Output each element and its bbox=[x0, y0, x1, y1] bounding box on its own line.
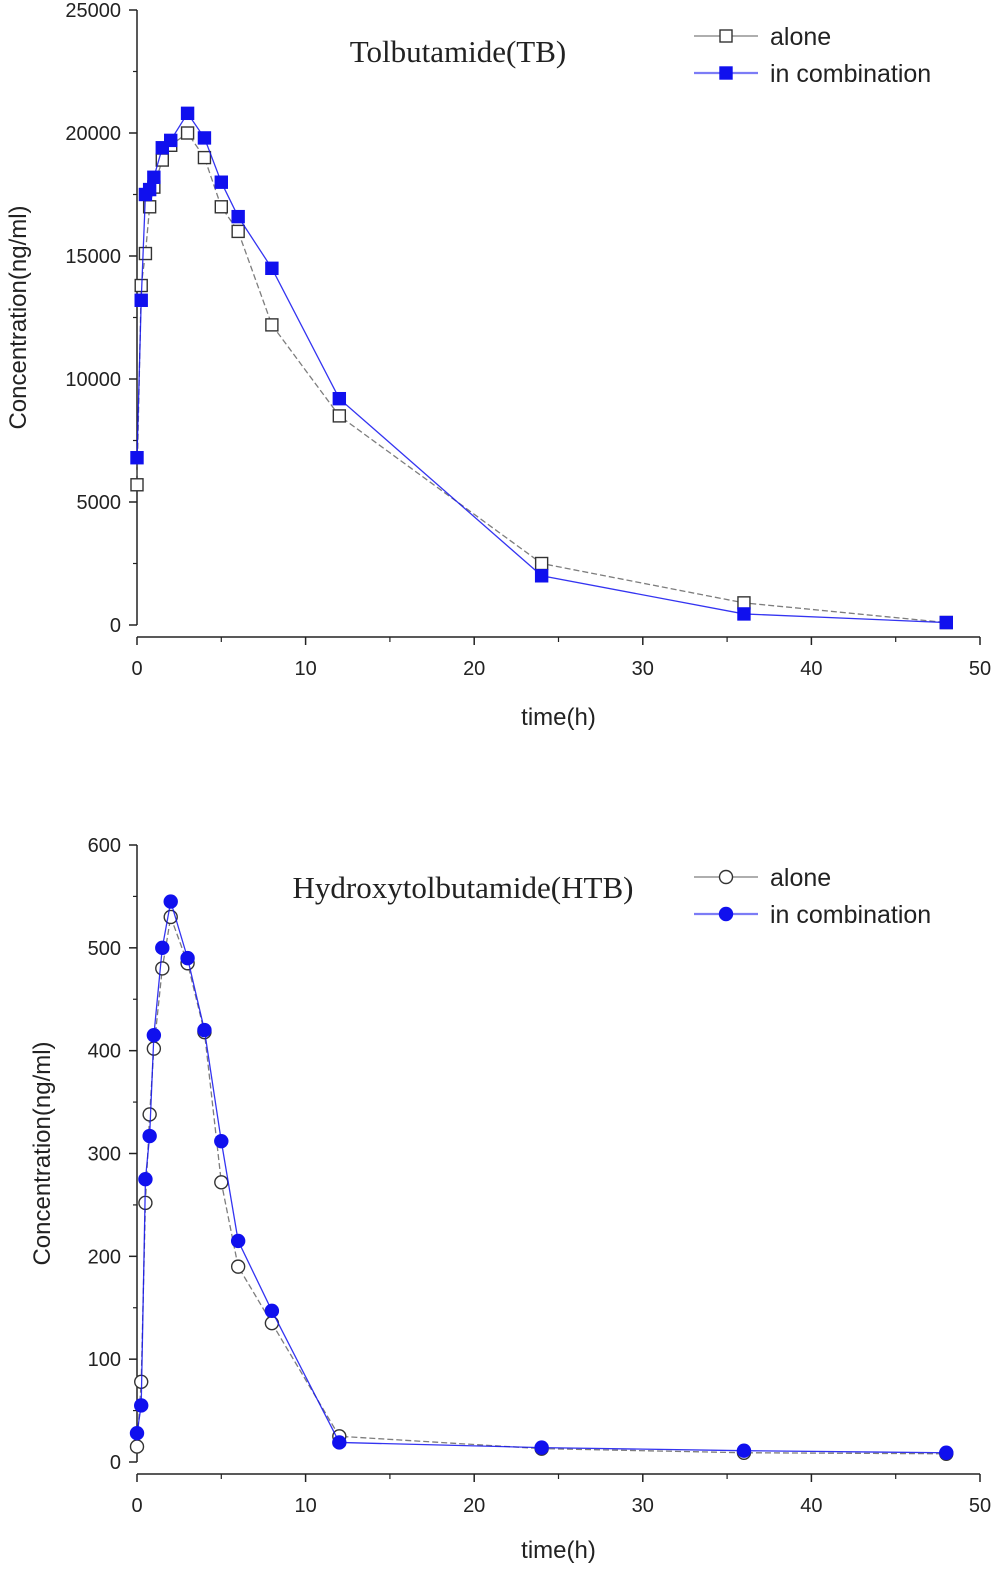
data-point bbox=[265, 318, 279, 332]
series-in-combination bbox=[129, 894, 954, 1460]
data-point bbox=[332, 409, 347, 423]
data-point bbox=[147, 170, 161, 184]
y-tick-label: 100 bbox=[88, 1349, 121, 1371]
legend-label: alone bbox=[770, 864, 831, 892]
data-point bbox=[130, 451, 144, 465]
data-point bbox=[264, 1303, 280, 1319]
data-point bbox=[197, 150, 212, 165]
data-point bbox=[142, 1128, 157, 1144]
data-point bbox=[736, 1443, 752, 1458]
data-point bbox=[534, 556, 549, 571]
y-tick-label: 10000 bbox=[65, 369, 121, 391]
data-point bbox=[231, 224, 245, 239]
x-tick-label: 20 bbox=[463, 658, 485, 680]
hydroxytolbutamide-chart: 0 100 200 300 400 500 600 0 10 20 30 40 50 time(h) Con… bbox=[29, 835, 991, 1564]
y-tick-label: 0 bbox=[110, 615, 121, 637]
legend-entry: in combination bbox=[694, 901, 931, 929]
legend-label: alone bbox=[770, 23, 831, 51]
legend-marker bbox=[718, 906, 734, 922]
data-point bbox=[138, 246, 153, 261]
data-point bbox=[939, 615, 953, 630]
y-axis-title: Concentration(ng/ml) bbox=[5, 205, 32, 429]
legend-entry: in combination bbox=[694, 60, 931, 88]
x-axis-title: time(h) bbox=[521, 704, 596, 731]
data-point bbox=[214, 1133, 229, 1149]
y-tick-label: 15000 bbox=[65, 246, 121, 268]
legend-label: in combination bbox=[770, 60, 931, 88]
x-tick-label: 0 bbox=[131, 1495, 142, 1517]
data-point bbox=[130, 478, 144, 492]
y-tick-label: 300 bbox=[88, 1144, 121, 1166]
legend-label: in combination bbox=[770, 901, 931, 929]
legend-marker bbox=[719, 66, 733, 80]
legend-marker bbox=[719, 29, 733, 43]
x-tick-label: 40 bbox=[800, 658, 822, 680]
data-point bbox=[737, 607, 751, 621]
legend-marker bbox=[718, 869, 734, 885]
data-point bbox=[332, 1435, 347, 1450]
data-point bbox=[265, 261, 279, 275]
data-point bbox=[134, 293, 148, 307]
x-tick-label: 10 bbox=[294, 658, 316, 680]
data-point bbox=[164, 133, 178, 148]
x-axis-title: time(h) bbox=[521, 1537, 596, 1564]
x-tick-label: 30 bbox=[632, 1495, 654, 1517]
legend-entry: alone bbox=[694, 23, 831, 51]
data-point bbox=[142, 1107, 157, 1122]
data-point bbox=[737, 596, 751, 610]
x-tick-label: 40 bbox=[800, 1495, 822, 1517]
y-tick-label: 0 bbox=[110, 1452, 121, 1474]
series-line bbox=[136, 132, 947, 624]
y-tick-label: 200 bbox=[88, 1246, 121, 1268]
x-tick-label: 0 bbox=[131, 658, 142, 680]
data-point bbox=[230, 1259, 246, 1274]
data-point bbox=[180, 126, 195, 140]
series-line bbox=[136, 901, 947, 1454]
series-in-combination bbox=[130, 106, 953, 630]
data-point bbox=[939, 1445, 954, 1460]
data-point bbox=[142, 182, 157, 197]
tolbutamide-chart: 0 5000 10000 15000 20000 25000 0 10 20 30 40 50 time… bbox=[5, 0, 991, 731]
data-point bbox=[197, 1022, 212, 1038]
y-tick-label: 400 bbox=[88, 1041, 121, 1063]
data-point bbox=[332, 391, 347, 406]
x-tick-label: 10 bbox=[294, 1495, 316, 1517]
data-point bbox=[138, 1172, 153, 1187]
x-tick-label: 50 bbox=[969, 1495, 991, 1517]
data-point bbox=[146, 1028, 162, 1043]
chart-title: Tolbutamide(TB) bbox=[350, 34, 567, 69]
x-tick-label: 30 bbox=[632, 658, 654, 680]
data-point bbox=[163, 894, 178, 909]
data-point bbox=[214, 175, 229, 189]
x-tick-label: 50 bbox=[969, 658, 991, 680]
data-point bbox=[129, 1439, 145, 1454]
y-tick-label: 600 bbox=[88, 835, 121, 857]
y-axis-title: Concentration(ng/ml) bbox=[29, 1041, 56, 1265]
data-point bbox=[180, 106, 195, 121]
data-point bbox=[180, 950, 195, 966]
data-point bbox=[155, 961, 170, 976]
y-tick-label: 500 bbox=[88, 938, 121, 960]
data-point bbox=[230, 1233, 246, 1249]
data-point bbox=[197, 131, 212, 145]
data-point bbox=[534, 1440, 549, 1455]
y-tick-label: 25000 bbox=[65, 0, 121, 22]
data-point bbox=[214, 1175, 229, 1190]
data-point bbox=[231, 209, 245, 224]
x-tick-label: 20 bbox=[463, 1495, 485, 1517]
legend-entry: alone bbox=[694, 864, 831, 892]
y-tick-label: 20000 bbox=[65, 123, 121, 145]
chart-title: Hydroxytolbutamide(HTB) bbox=[293, 870, 634, 905]
data-point bbox=[214, 200, 229, 214]
data-point bbox=[534, 569, 549, 583]
data-point bbox=[134, 1398, 149, 1413]
y-tick-label: 5000 bbox=[77, 492, 122, 514]
data-point bbox=[129, 1426, 145, 1441]
data-point bbox=[155, 940, 170, 956]
